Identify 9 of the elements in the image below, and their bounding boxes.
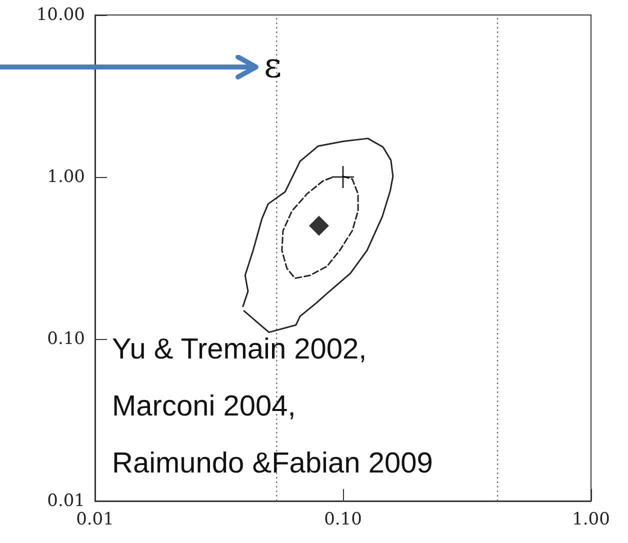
x-tick-label: 0.10 <box>324 510 362 530</box>
y-tick-label: 1.00 <box>47 167 85 187</box>
y-tick-label: 0.10 <box>47 329 85 349</box>
x-tick-label: 0.01 <box>76 510 114 530</box>
annotation: ε <box>264 46 282 86</box>
x-tick-label: 1.00 <box>572 510 610 530</box>
y-tick-label: 10.00 <box>36 5 85 25</box>
annotation: Yu & Tremain 2002, Marconi 2004, Raimundo &Fabian 2009 <box>112 334 433 480</box>
y-tick-label: 0.01 <box>47 491 85 511</box>
